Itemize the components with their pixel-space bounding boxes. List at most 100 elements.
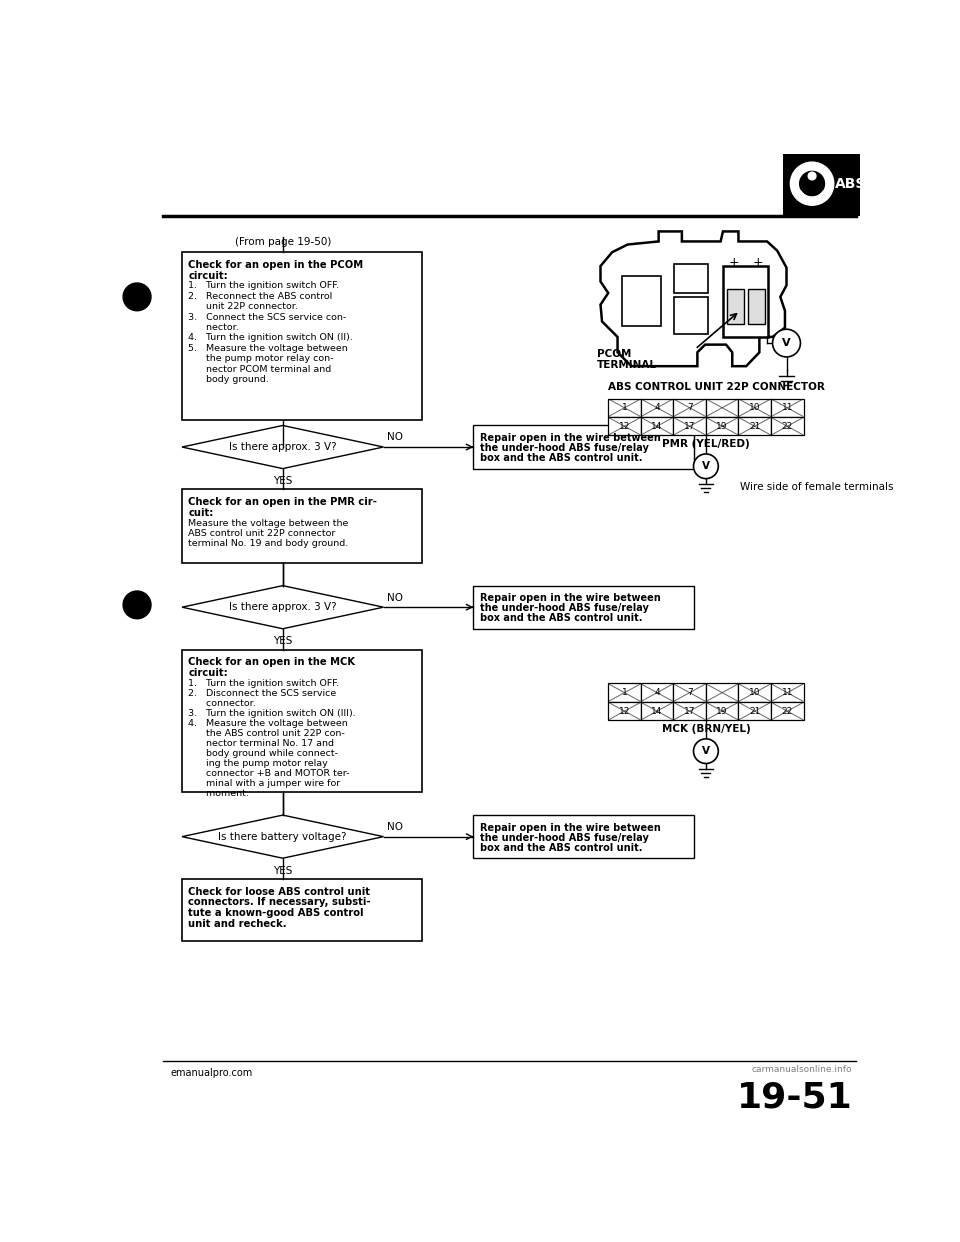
Bar [674,263,708,293]
Text: unit 22P connector.: unit 22P connector. [188,302,298,312]
Text: +: + [729,256,739,268]
Bar [738,683,771,702]
Text: the under-hood ABS fuse/relay: the under-hood ABS fuse/relay [480,604,648,614]
Text: box and the ABS control unit.: box and the ABS control unit. [480,614,642,623]
Text: Check for an open in the PMR cir-: Check for an open in the PMR cir- [188,497,377,507]
Text: 14: 14 [652,422,662,431]
Text: Check for loose ABS control unit: Check for loose ABS control unit [188,887,371,897]
Text: V: V [702,461,709,471]
Text: 1.   Turn the ignition switch OFF.: 1. Turn the ignition switch OFF. [188,282,339,291]
Bar [182,252,422,420]
Bar [738,399,771,417]
Text: 1: 1 [622,688,628,697]
Text: tute a known-good ABS control: tute a known-good ABS control [188,908,364,918]
Text: unit and recheck.: unit and recheck. [188,919,287,929]
Text: 22: 22 [781,422,793,431]
Text: 4: 4 [655,688,660,697]
Text: 14: 14 [652,707,662,715]
Text: (From page 19-50): (From page 19-50) [234,237,331,247]
Text: 12: 12 [619,422,630,431]
Text: circuit:: circuit: [188,271,228,281]
Bar [182,650,422,792]
Bar [473,426,693,468]
Text: Check for an open in the PCOM: Check for an open in the PCOM [188,260,363,270]
Bar [641,417,673,436]
Bar [673,683,706,702]
Text: 7: 7 [686,688,692,697]
Text: Is there approx. 3 V?: Is there approx. 3 V? [228,602,337,612]
Text: body ground while connect-: body ground while connect- [188,749,338,758]
Text: the under-hood ABS fuse/relay: the under-hood ABS fuse/relay [480,443,648,453]
Text: NO: NO [388,822,403,832]
Circle shape [800,171,825,196]
Text: minal with a jumper wire for: minal with a jumper wire for [188,779,341,787]
Bar [673,399,706,417]
Text: 19: 19 [716,422,728,431]
Text: 2.   Reconnect the ABS control: 2. Reconnect the ABS control [188,292,332,301]
Bar [771,702,804,720]
Text: connectors. If necessary, substi-: connectors. If necessary, substi- [188,898,371,908]
Bar [641,399,673,417]
Bar [673,702,706,720]
Bar [771,683,804,702]
Bar [641,683,673,702]
Circle shape [808,173,816,180]
Text: 4.   Measure the voltage between: 4. Measure the voltage between [188,719,348,728]
Text: YES: YES [273,476,293,487]
Bar [748,289,765,324]
Text: YES: YES [273,636,293,646]
Text: 22: 22 [781,707,793,715]
Text: connector +B and MOTOR ter-: connector +B and MOTOR ter- [188,769,349,777]
Text: 17: 17 [684,707,695,715]
Text: 10: 10 [749,404,760,412]
Text: connector.: connector. [188,699,256,708]
Text: Repair open in the wire between: Repair open in the wire between [480,433,660,443]
Bar [609,399,641,417]
Text: V: V [782,338,791,348]
Bar [771,399,804,417]
Text: nector terminal No. 17 and: nector terminal No. 17 and [188,739,334,748]
Text: circuit:: circuit: [188,668,228,678]
Text: emanualpro.com: emanualpro.com [170,1068,252,1078]
Text: 21: 21 [749,422,760,431]
Text: 1.   Turn the ignition switch OFF.: 1. Turn the ignition switch OFF. [188,679,339,688]
Text: PMR (YEL/RED): PMR (YEL/RED) [662,440,750,450]
Circle shape [123,283,151,310]
Text: ABS control unit 22P connector: ABS control unit 22P connector [188,529,336,538]
Bar [782,154,860,216]
Bar [673,417,706,436]
Text: ABS CONTROL UNIT 22P CONNECTOR: ABS CONTROL UNIT 22P CONNECTOR [609,381,826,391]
Bar [473,815,693,858]
Text: 19: 19 [716,707,728,715]
Bar [641,702,673,720]
Bar [609,683,641,702]
Text: 4: 4 [655,404,660,412]
Text: cuit:: cuit: [188,508,213,518]
Text: 17: 17 [684,422,695,431]
Bar [706,399,738,417]
Text: the pump motor relay con-: the pump motor relay con- [188,354,334,363]
Text: Is there battery voltage?: Is there battery voltage? [219,832,347,842]
Text: MCK (BRN/YEL): MCK (BRN/YEL) [661,724,751,734]
Text: the under-hood ABS fuse/relay: the under-hood ABS fuse/relay [480,833,648,843]
Text: 12: 12 [619,707,630,715]
Bar [609,417,641,436]
Text: box and the ABS control unit.: box and the ABS control unit. [480,843,642,853]
Text: terminal No. 19 and body ground.: terminal No. 19 and body ground. [188,539,348,549]
Bar [738,417,771,436]
Text: TERMINAL: TERMINAL [596,360,657,370]
Circle shape [790,163,834,205]
Text: 7: 7 [686,404,692,412]
Text: ing the pump motor relay: ing the pump motor relay [188,759,328,768]
Text: Repair open in the wire between: Repair open in the wire between [480,594,660,604]
Text: +: + [753,256,763,268]
Bar [706,417,738,436]
Text: body ground.: body ground. [188,375,269,384]
Text: nector.: nector. [188,323,239,332]
Text: 11: 11 [781,404,793,412]
Text: Repair open in the wire between: Repair open in the wire between [480,822,660,833]
Text: 3.   Turn the ignition switch ON (III).: 3. Turn the ignition switch ON (III). [188,709,356,718]
Text: 11: 11 [781,688,793,697]
Bar [473,586,693,628]
Bar [706,702,738,720]
